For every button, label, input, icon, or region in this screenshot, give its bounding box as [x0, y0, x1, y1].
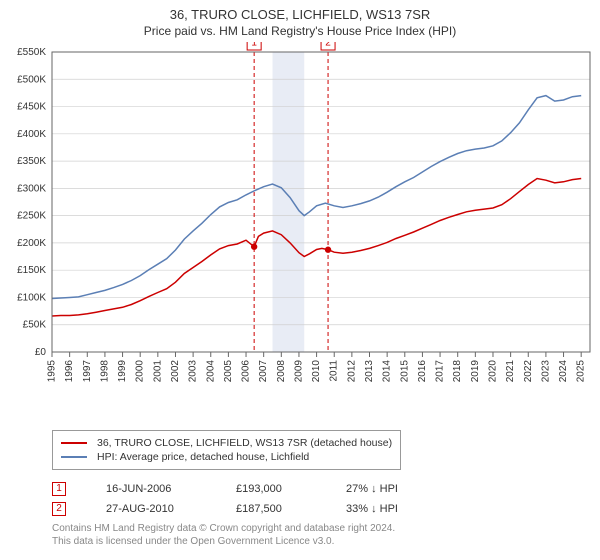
- svg-text:£250K: £250K: [17, 210, 46, 221]
- svg-text:2020: 2020: [487, 359, 498, 382]
- chart-subtitle: Price paid vs. HM Land Registry's House …: [0, 24, 600, 38]
- footer-line1: Contains HM Land Registry data © Crown c…: [52, 522, 600, 536]
- record-price-2: £187,500: [236, 503, 306, 515]
- svg-text:2004: 2004: [205, 359, 216, 382]
- record-price-1: £193,000: [236, 483, 306, 495]
- svg-text:1997: 1997: [82, 359, 93, 382]
- chart-title: 36, TRURO CLOSE, LICHFIELD, WS13 7SR: [0, 6, 600, 24]
- legend-swatch-price: [61, 442, 87, 444]
- chart-area: £0 £50K £100K £150K £200K £250K £300K £350K £400…: [0, 42, 600, 422]
- svg-text:1995: 1995: [47, 359, 58, 382]
- footer-line2: This data is licensed under the Open Gov…: [52, 535, 600, 549]
- record-diff-1: 27% ↓ HPI: [346, 483, 426, 495]
- svg-text:2002: 2002: [170, 359, 181, 382]
- svg-text:2013: 2013: [364, 359, 375, 382]
- footer-attribution: Contains HM Land Registry data © Crown c…: [52, 522, 600, 549]
- svg-text:2017: 2017: [435, 359, 446, 382]
- record-marker-2: 2: [52, 502, 66, 516]
- svg-text:£350K: £350K: [17, 156, 46, 167]
- page-root: 36, TRURO CLOSE, LICHFIELD, WS13 7SR Pri…: [0, 6, 600, 549]
- svg-text:2014: 2014: [382, 359, 393, 382]
- record-row-1: 1 16-JUN-2006 £193,000 27% ↓ HPI: [52, 482, 600, 496]
- legend-row-hpi: HPI: Average price, detached house, Lich…: [61, 451, 392, 463]
- legend-row-price: 36, TRURO CLOSE, LICHFIELD, WS13 7SR (de…: [61, 437, 392, 449]
- svg-text:£450K: £450K: [17, 101, 46, 112]
- svg-text:2006: 2006: [241, 359, 252, 382]
- legend-box: 36, TRURO CLOSE, LICHFIELD, WS13 7SR (de…: [52, 430, 401, 470]
- svg-text:2012: 2012: [346, 359, 357, 382]
- svg-text:2010: 2010: [311, 359, 322, 382]
- svg-text:2011: 2011: [329, 359, 340, 381]
- svg-text:1: 1: [251, 42, 257, 49]
- legend-label-price: 36, TRURO CLOSE, LICHFIELD, WS13 7SR (de…: [97, 437, 392, 449]
- svg-text:2: 2: [325, 42, 331, 49]
- svg-text:2019: 2019: [470, 359, 481, 382]
- svg-text:2021: 2021: [505, 359, 516, 382]
- svg-text:1998: 1998: [99, 359, 110, 382]
- svg-text:£50K: £50K: [23, 319, 47, 330]
- svg-text:2015: 2015: [399, 359, 410, 382]
- svg-text:£400K: £400K: [17, 128, 46, 139]
- svg-text:2001: 2001: [152, 359, 163, 382]
- svg-text:£0: £0: [35, 347, 47, 358]
- legend-swatch-hpi: [61, 456, 87, 458]
- record-row-2: 2 27-AUG-2010 £187,500 33% ↓ HPI: [52, 502, 600, 516]
- svg-text:2005: 2005: [223, 359, 234, 382]
- svg-text:1999: 1999: [117, 359, 128, 382]
- svg-text:£300K: £300K: [17, 183, 46, 194]
- svg-text:£150K: £150K: [17, 265, 46, 276]
- svg-text:2023: 2023: [540, 359, 551, 382]
- svg-text:2016: 2016: [417, 359, 428, 382]
- svg-text:2009: 2009: [293, 359, 304, 382]
- svg-text:2003: 2003: [188, 359, 199, 382]
- chart-svg: £0 £50K £100K £150K £200K £250K £300K £350K £400…: [0, 42, 600, 422]
- svg-text:£550K: £550K: [17, 47, 46, 58]
- svg-text:1996: 1996: [64, 359, 75, 382]
- svg-text:2000: 2000: [135, 359, 146, 382]
- svg-text:2025: 2025: [576, 359, 587, 382]
- svg-text:2008: 2008: [276, 359, 287, 382]
- records-table: 1 16-JUN-2006 £193,000 27% ↓ HPI 2 27-AU…: [52, 482, 600, 516]
- record-date-2: 27-AUG-2010: [106, 503, 196, 515]
- record-diff-2: 33% ↓ HPI: [346, 503, 426, 515]
- svg-text:2022: 2022: [523, 359, 534, 382]
- svg-text:£500K: £500K: [17, 74, 46, 85]
- record-date-1: 16-JUN-2006: [106, 483, 196, 495]
- svg-text:£100K: £100K: [17, 292, 46, 303]
- svg-text:2007: 2007: [258, 359, 269, 382]
- svg-text:£200K: £200K: [17, 237, 46, 248]
- svg-text:2024: 2024: [558, 359, 569, 382]
- legend-label-hpi: HPI: Average price, detached house, Lich…: [97, 451, 309, 463]
- record-marker-1: 1: [52, 482, 66, 496]
- svg-text:2018: 2018: [452, 359, 463, 382]
